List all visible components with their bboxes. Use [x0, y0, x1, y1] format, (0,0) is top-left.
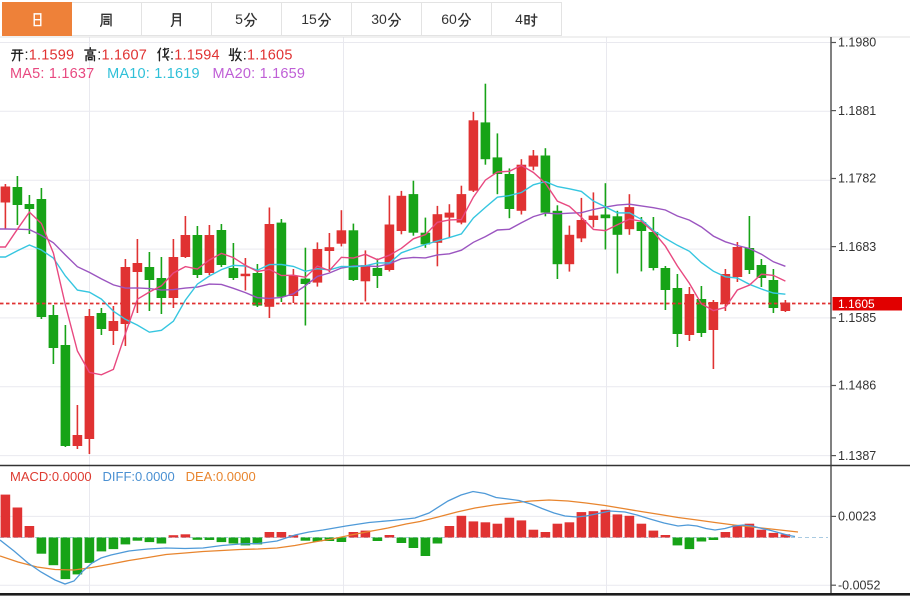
svg-text:1.1486: 1.1486 — [838, 379, 876, 393]
svg-text:0.0023: 0.0023 — [838, 510, 876, 524]
svg-text:1.1881: 1.1881 — [838, 104, 876, 118]
svg-text:1.1585: 1.1585 — [838, 311, 876, 325]
svg-text:1.1387: 1.1387 — [838, 449, 876, 463]
svg-text:1.1683: 1.1683 — [838, 240, 876, 254]
svg-text:1.1980: 1.1980 — [838, 36, 876, 50]
svg-text:-0.0052: -0.0052 — [838, 578, 880, 592]
svg-text:1.1605: 1.1605 — [838, 297, 875, 311]
svg-text:1.1782: 1.1782 — [838, 172, 876, 186]
